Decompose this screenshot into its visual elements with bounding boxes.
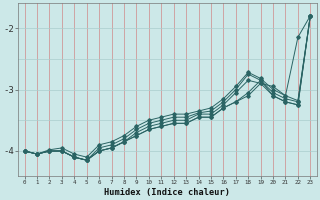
X-axis label: Humidex (Indice chaleur): Humidex (Indice chaleur) [104, 188, 230, 197]
